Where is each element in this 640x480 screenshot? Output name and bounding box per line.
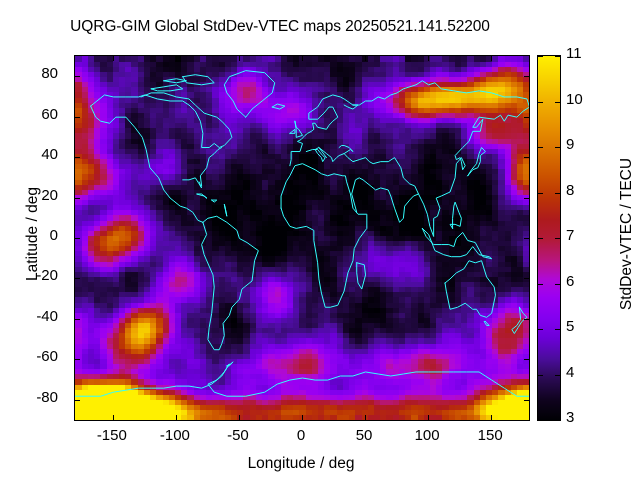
y-tick-mark [75,318,80,320]
y-tick-mark [75,399,80,401]
y-tick-mark [524,116,529,118]
x-tick-mark [365,56,367,61]
x-tick-mark [428,415,430,420]
colorbar-tick-mark [538,56,543,57]
y-tick-label: 60 [41,105,58,123]
y-tick-mark [524,359,529,361]
y-tick-mark [75,238,80,239]
x-tick-mark [491,415,493,420]
y-tick-mark [75,359,80,361]
page-title: UQRG-GIM Global StdDev-VTEC maps 2025052… [70,18,490,35]
colorbar-tick-mark [555,192,560,194]
colorbar-tick-label: 4 [566,363,575,381]
x-tick-mark [302,56,303,61]
x-tick-mark [238,415,240,420]
y-tick-mark [524,278,529,280]
y-tick-mark [524,197,529,199]
x-tick-label: -100 [159,427,190,444]
y-tick-label: -60 [36,348,58,366]
y-tick-mark [524,238,529,239]
x-tick-label: 150 [477,427,503,444]
x-tick-mark [302,415,303,420]
y-tick-label: 80 [41,65,58,83]
x-tick-mark [491,56,493,61]
colorbar[interactable] [537,55,561,421]
y-tick-mark [524,76,529,78]
colorbar-tick-mark [538,147,543,148]
colorbar-tick-mark [555,56,560,57]
colorbar-tick-mark [538,374,543,376]
y-tick-mark [524,318,529,320]
colorbar-tick-mark [555,101,560,103]
x-axis-title: Longitude / deg [247,455,355,472]
y-tick-mark [75,278,80,280]
colorbar-tick-mark [555,374,560,376]
colorbar-tick-label: 7 [566,227,575,244]
x-tick-mark [112,415,114,420]
x-tick-mark [175,415,177,420]
x-tick-label: -50 [227,427,249,444]
colorbar-tick-mark [555,147,560,148]
x-tick-label: 0 [296,427,306,444]
y-tick-label: -80 [36,388,58,406]
x-tick-label: 100 [414,427,440,444]
x-tick-label: 50 [355,427,373,444]
colorbar-tick-mark [555,238,560,239]
colorbar-tick-mark [538,238,543,239]
y-tick-label: -40 [36,307,58,325]
colorbar-tick-mark [555,283,560,285]
colorbar-tick-mark [538,420,543,421]
colorbar-tick-mark [538,329,543,330]
colorbar-tick-label: 8 [566,181,575,199]
colorbar-tick-mark [538,192,543,194]
map-plot-area[interactable] [74,55,530,421]
colorbar-tick-mark [555,329,560,330]
x-tick-mark [365,415,367,420]
colorbar-tick-mark [538,101,543,103]
y-tick-label: 40 [41,146,58,164]
colorbar-gradient [538,56,560,420]
colorbar-tick-label: 5 [566,318,575,335]
colorbar-tick-label: 10 [566,90,583,108]
colorbar-tick-label: 6 [566,272,575,290]
vtec-stddev-heatmap [75,56,529,420]
y-tick-mark [75,76,80,78]
y-tick-mark [75,116,80,118]
x-tick-mark [428,56,430,61]
y-tick-mark [524,399,529,401]
colorbar-tick-label: 11 [566,45,582,62]
y-tick-mark [524,157,529,159]
x-tick-label: -150 [96,427,127,444]
x-tick-mark [238,56,240,61]
colorbar-tick-mark [555,420,560,421]
y-tick-label: -20 [36,267,58,285]
y-tick-mark [75,157,80,159]
x-tick-mark [175,56,177,61]
colorbar-tick-label: 9 [566,136,575,153]
colorbar-title: StdDev-VTEC / TECU [618,157,635,311]
colorbar-tick-mark [538,283,543,285]
y-tick-mark [75,197,80,199]
colorbar-tick-label: 3 [566,409,575,426]
x-tick-mark [112,56,114,61]
y-tick-label: 0 [49,227,58,244]
y-tick-label: 20 [41,186,58,204]
